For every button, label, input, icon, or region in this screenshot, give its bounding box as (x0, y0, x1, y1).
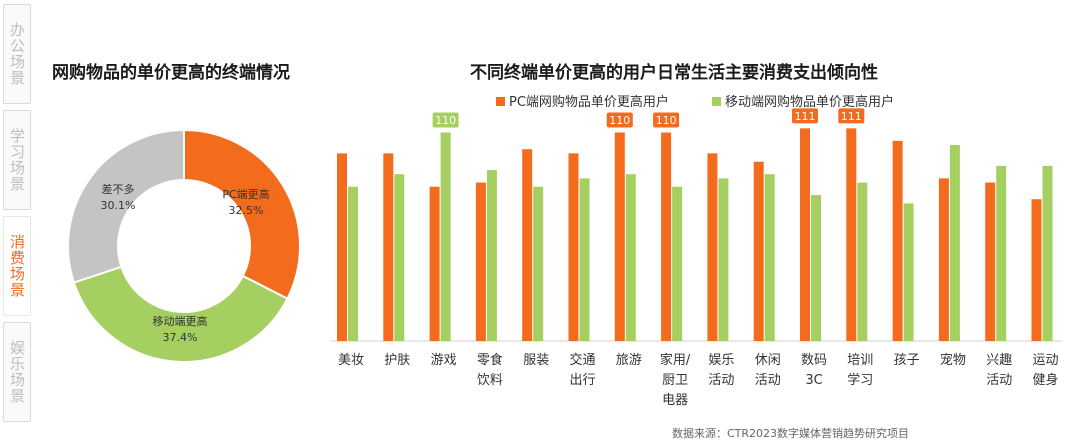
x-tick-label: 宠物 (940, 352, 966, 368)
bar-chart-title: 不同终端单价更高的用户日常生活主要消费支出倾向性 (470, 63, 878, 83)
bar-pc (938, 178, 949, 341)
x-tick-label: 孩子 (894, 353, 920, 368)
x-tick-label: 培训学习 (847, 352, 873, 388)
annotation-box (792, 108, 818, 124)
legend-label-mobile: 移动端网购物品单价更高用户 (725, 94, 894, 110)
annotation-box (606, 112, 633, 128)
donut-slice-value: 30.1% (101, 199, 136, 212)
donut-slice (72, 265, 289, 363)
side-tab-study[interactable]: 学习场景 (3, 110, 31, 210)
legend-label-pc: PC端网购物品单价更高用户 (509, 94, 669, 110)
bar-mobile (579, 178, 590, 341)
x-tick-label: 美妆 (338, 353, 364, 368)
x-tick-label: 护肤 (384, 353, 410, 368)
side-tab-office[interactable]: 办公场景 (3, 4, 31, 104)
annotation-label: 111 (795, 110, 816, 123)
bar-pc (892, 140, 903, 341)
x-tick-label: 兴趣活动 (986, 353, 1012, 388)
donut-slice (183, 128, 301, 301)
donut-slice-value: 37.4% (163, 331, 198, 344)
bar-mobile (486, 170, 497, 341)
x-tick-label: 游戏 (431, 353, 457, 368)
bar-pc (429, 186, 440, 341)
side-tab-strip: 办公场景 学习场景 消费场景 娱乐场景 (0, 0, 34, 446)
annotation-label: 110 (435, 114, 456, 127)
legend-swatch-pc (496, 97, 505, 106)
bar-pc (568, 153, 579, 341)
source-note: 数据来源：CTR2023数字媒体营销趋势研究项目 (672, 427, 910, 440)
bar-pc (383, 153, 394, 341)
bar-mobile (672, 186, 683, 341)
bar-pc (661, 132, 672, 341)
bar-pc (707, 153, 718, 341)
bar-pc (753, 161, 764, 341)
bar-mobile (625, 174, 636, 341)
bar-mobile (1042, 165, 1053, 341)
bar-mobile (857, 182, 868, 341)
donut-slice (67, 128, 185, 284)
bar-mobile (440, 132, 451, 341)
bar-mobile (996, 165, 1007, 341)
bar-mobile (718, 178, 729, 341)
donut-slice-label: 差不多 (102, 182, 135, 196)
annotation-box (838, 108, 865, 124)
side-tab-entertainment[interactable]: 娱乐场景 (3, 322, 31, 422)
legend-swatch-mobile (712, 97, 721, 106)
x-tick-label: 休闲活动 (755, 353, 781, 388)
x-tick-label: 交通出行 (569, 352, 595, 388)
bar-pc (475, 182, 486, 341)
annotation-box (432, 112, 459, 128)
x-tick-label: 家用/厨卫电器 (660, 352, 691, 408)
annotation-label: 110 (609, 114, 630, 127)
x-tick-label: 娱乐活动 (708, 353, 734, 388)
bar-pc (522, 149, 533, 341)
x-tick-label: 零食饮料 (477, 352, 503, 388)
bar-mobile (394, 174, 405, 341)
x-tick-label: 旅游 (616, 353, 642, 368)
x-tick-label: 运动健身 (1032, 353, 1058, 388)
annotation-label: 111 (841, 110, 862, 123)
bar-mobile (348, 186, 358, 341)
bar-mobile (533, 186, 544, 341)
bar-mobile (949, 145, 960, 341)
donut-chart-title: 网购物品的单价更高的终端情况 (52, 63, 290, 83)
x-tick-label: 服装 (523, 353, 549, 368)
bar-pc (846, 128, 857, 341)
bar-mobile (764, 174, 775, 341)
bar-pc (800, 128, 810, 341)
annotation-label: 110 (656, 114, 677, 127)
bar-mobile (811, 195, 821, 341)
bar-pc (337, 153, 347, 341)
annotation-box (653, 112, 680, 128)
bar-pc (614, 132, 625, 341)
donut-slice-label: 移动端更高 (153, 314, 208, 328)
side-tab-consumption[interactable]: 消费场景 (3, 216, 31, 316)
x-tick-label: 数码 3C (801, 353, 827, 388)
bar-pc (985, 182, 996, 341)
donut-slice-value: 32.5% (229, 204, 264, 217)
bar-pc (1031, 199, 1042, 341)
donut-slice-label: PC端更高 (222, 187, 269, 201)
bar-mobile (903, 203, 914, 341)
